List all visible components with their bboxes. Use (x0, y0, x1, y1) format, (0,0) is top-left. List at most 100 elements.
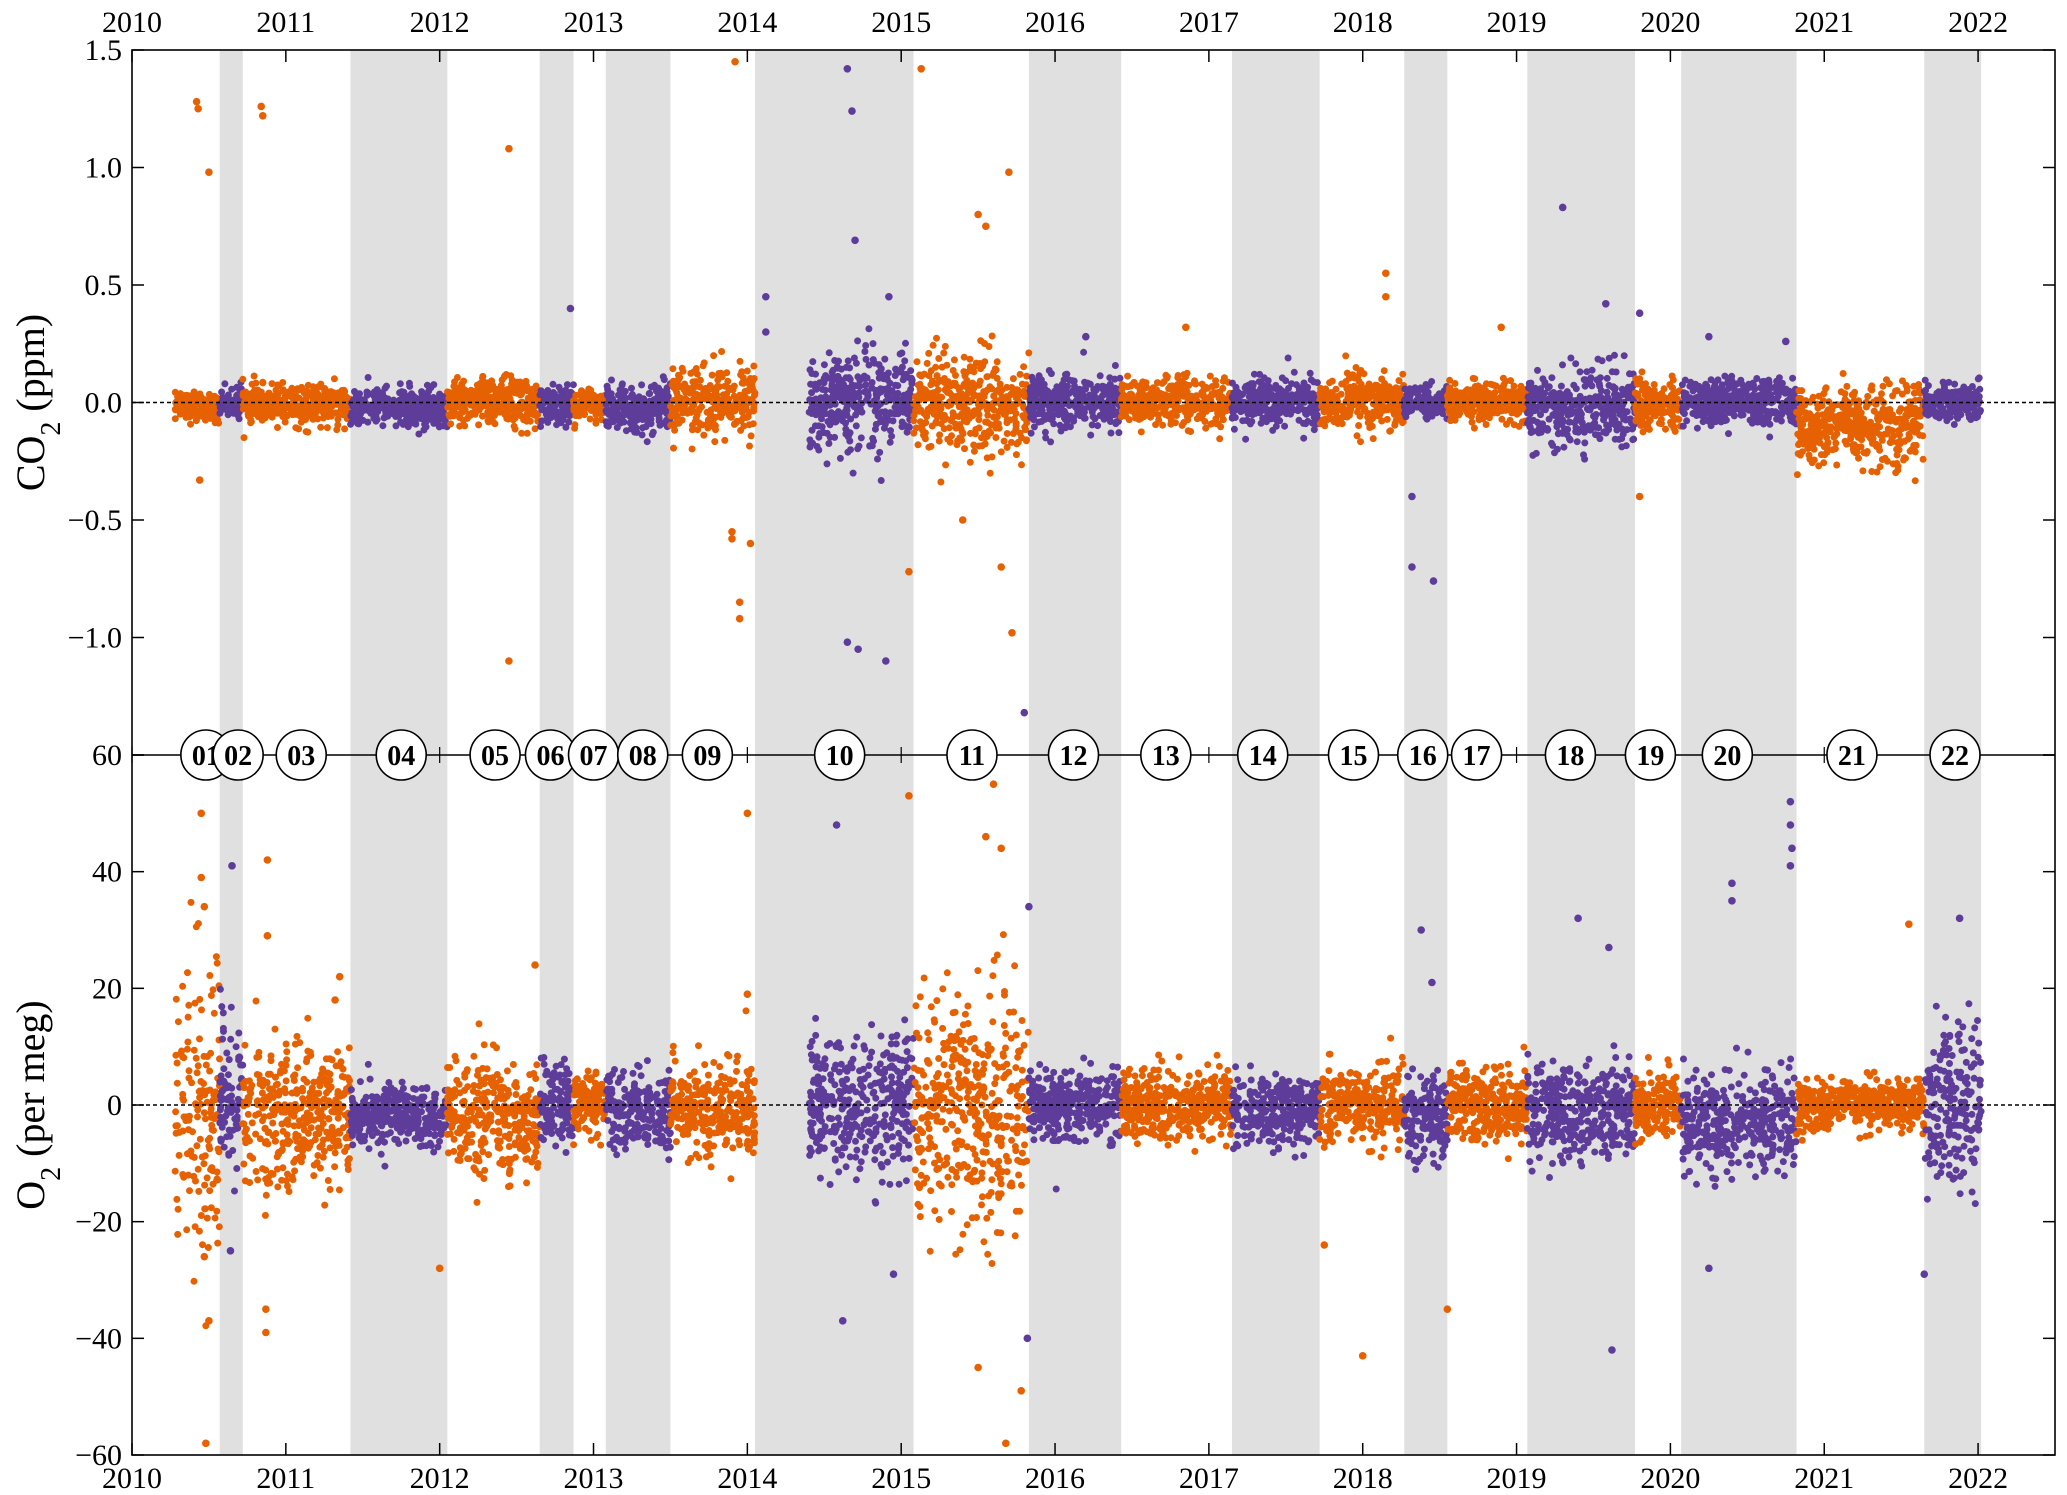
xtick-label-top: 2014 (717, 6, 777, 39)
period-circle (469, 729, 521, 781)
o2-period-11-points (910, 931, 1032, 1268)
period-number: 08 (629, 741, 657, 772)
co2-ytick-label: 1.5 (85, 34, 123, 67)
co2-period-05-points (444, 371, 543, 437)
o2-outlier-point (331, 996, 339, 1004)
period-number: 17 (1463, 741, 1491, 772)
period-number: 09 (693, 741, 721, 772)
co2-period-13-points (1117, 369, 1236, 443)
o2-outlier-point (997, 844, 1005, 853)
o2-outlier-point (1417, 926, 1425, 934)
co2-outlier-point (192, 97, 201, 106)
co2-ytick-label: 0.5 (85, 269, 123, 302)
o2-period-20-points (1677, 1044, 1800, 1190)
period-circle (1701, 729, 1754, 781)
co2-outlier-point (1082, 332, 1090, 341)
co2-outlier-point (1558, 203, 1567, 212)
period-number: 03 (287, 741, 315, 772)
period-label-15: 15 (1327, 729, 1380, 781)
co2-outlier-point (1635, 492, 1644, 501)
o2-outlier-point (1002, 1439, 1010, 1448)
o2-outlier-point (1025, 902, 1033, 911)
o2-outlier-point (197, 809, 206, 818)
period-label-09: 09 (681, 729, 734, 781)
o2-axis-title: O2 (per meg) (8, 1000, 67, 1209)
o2-period-15-points (1316, 1034, 1408, 1161)
xtick-label-bottom: 2022 (1948, 1462, 2008, 1495)
o2-period-21-points (1793, 1068, 1928, 1144)
period-number: 12 (1060, 741, 1088, 772)
o2-period-12-points (1025, 1054, 1125, 1193)
o2-period-05-points (443, 1020, 543, 1206)
co2-outlier-point (882, 657, 890, 665)
o2-outlier-point (982, 832, 990, 841)
o2-outlier-point (202, 1439, 210, 1448)
co2-period-09-points (667, 348, 759, 453)
co2-axis-title: CO2 (ppm) (8, 314, 67, 491)
period-circle (813, 729, 866, 781)
xtick-label-top: 2019 (1487, 6, 1547, 39)
o2-ytick-label: −20 (75, 1206, 122, 1239)
o2-outlier-point (1605, 943, 1613, 952)
o2-outlier-point (200, 902, 209, 911)
period-label-14: 14 (1236, 729, 1289, 781)
xtick-label-top: 2020 (1640, 6, 1700, 39)
period-circle (1236, 729, 1289, 781)
o2-outlier-point (228, 862, 236, 870)
period-label-16: 16 (1396, 729, 1449, 781)
o2-period-18-points (1523, 1042, 1639, 1181)
period-circle (1396, 729, 1449, 781)
o2-outlier-point (743, 990, 752, 998)
o2-period-17-points (1443, 1043, 1531, 1163)
xtick-label-top: 2021 (1794, 6, 1854, 39)
o2-series (171, 898, 1985, 1330)
co2-outlier-point (917, 65, 925, 73)
period-circle (616, 729, 669, 781)
co2-outlier-point (1781, 337, 1790, 346)
co2-outlier-point (735, 614, 744, 623)
co2-period-06-points (536, 380, 577, 431)
co2-outlier-point (1008, 629, 1016, 637)
co2-outlier-point (762, 328, 770, 336)
period-circle (375, 729, 428, 781)
co2-outlier-point (566, 304, 575, 313)
period-number: 15 (1339, 741, 1367, 772)
o2-outlier-point (1786, 862, 1795, 870)
o2-outlier-point (1786, 821, 1795, 829)
o2-period-03-points (239, 997, 354, 1219)
o2-outlier-point (1443, 1305, 1452, 1313)
co2-outlier-point (843, 65, 852, 73)
period-label-02: 02 (212, 729, 264, 781)
xtick-label-bottom: 2018 (1333, 1462, 1393, 1495)
o2-ytick-label: 20 (92, 972, 122, 1005)
co2-period-12-points (1025, 348, 1125, 446)
co2-outlier-point (728, 535, 736, 543)
co2-outlier-point (1020, 708, 1029, 717)
o2-period-19-points (1631, 1054, 1684, 1148)
co2-outlier-point (997, 563, 1005, 571)
o2-outlier-point (263, 932, 272, 940)
period-circle (1929, 729, 1981, 781)
xtick-label-top: 2011 (256, 6, 315, 39)
o2-period-01-points (171, 898, 223, 1330)
o2-period-06-points (536, 1054, 577, 1157)
xtick-label-top: 2010 (102, 6, 162, 39)
period-number: 14 (1249, 741, 1277, 772)
o2-outlier-point (435, 1264, 444, 1273)
co2-outlier-point (735, 598, 744, 607)
period-circle (1327, 729, 1380, 781)
co2-period-18-points (1524, 351, 1639, 463)
co2-period-07-points (570, 385, 610, 432)
period-number: 05 (481, 741, 509, 772)
o2-period-08-points (602, 1057, 674, 1164)
co2-ytick-label: −0.5 (68, 504, 122, 537)
o2-outlier-point (335, 972, 344, 981)
co2-period-21-points (1793, 370, 1927, 485)
co2-period-11-points (910, 332, 1033, 486)
period-circle (212, 729, 264, 781)
co2-outlier-point (905, 567, 913, 576)
o2-outlier-point (1574, 914, 1582, 923)
co2-period-02-points (216, 378, 247, 423)
co2-outlier-point (258, 112, 267, 120)
